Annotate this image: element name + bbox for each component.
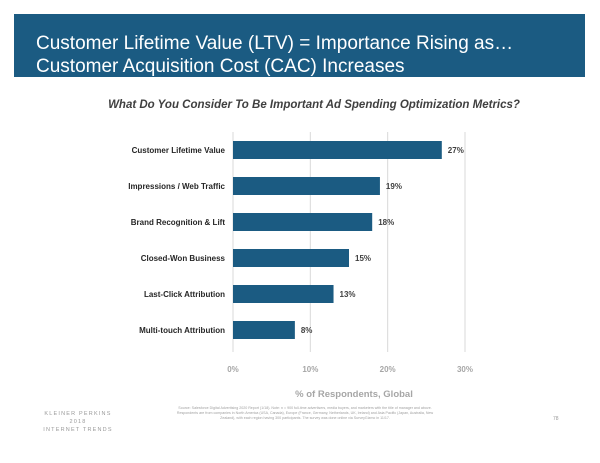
page-number: 78 xyxy=(553,416,559,422)
logo-line-2: 2018 xyxy=(69,419,87,425)
category-label: Brand Recognition & Lift xyxy=(131,218,226,227)
slide-title: Customer Lifetime Value (LTV) = Importan… xyxy=(36,32,591,78)
value-label: 13% xyxy=(340,290,356,299)
chart-title: What Do You Consider To Be Important Ad … xyxy=(108,99,520,111)
value-label: 8% xyxy=(301,326,313,335)
bar-chart: 0% 10% 20% 30% Customer Lifetime Value 27% Imp… xyxy=(128,132,473,400)
bar xyxy=(233,321,295,339)
value-label: 15% xyxy=(355,254,371,263)
slide-title-line-2: Customer Acquisition Cost (CAC) Increase… xyxy=(36,56,405,77)
bar xyxy=(233,213,373,231)
logo-line-3: INTERNET TRENDS xyxy=(43,427,113,433)
category-label: Closed-Won Business xyxy=(141,254,226,263)
title-banner: Customer Lifetime Value (LTV) = Importan… xyxy=(14,14,585,77)
bar xyxy=(233,141,442,159)
value-label: 19% xyxy=(386,182,402,191)
value-label: 18% xyxy=(378,218,394,227)
category-label: Customer Lifetime Value xyxy=(132,146,226,155)
x-tick-label: 20% xyxy=(380,365,396,374)
category-label: Last-Click Attribution xyxy=(144,290,225,299)
x-tick-label: 10% xyxy=(302,365,318,374)
category-label: Multi-touch Attribution xyxy=(139,326,225,335)
x-tick-label: 30% xyxy=(457,365,473,374)
x-axis-title: % of Respondents, Global xyxy=(295,389,413,400)
slide-title-line-1: Customer Lifetime Value (LTV) = Importan… xyxy=(36,33,514,54)
bar xyxy=(233,177,380,195)
bar xyxy=(233,249,349,267)
category-label: Impressions / Web Traffic xyxy=(128,182,225,191)
source-note: Source: Salesforce Digital Advertising 2… xyxy=(176,406,434,420)
x-tick-label: 0% xyxy=(227,365,239,374)
kpcb-logo: KLEINER PERKINS 2018 INTERNET TRENDS xyxy=(33,410,123,434)
bar xyxy=(233,285,334,303)
logo-line-1: KLEINER PERKINS xyxy=(44,411,112,417)
value-label: 27% xyxy=(448,146,464,155)
